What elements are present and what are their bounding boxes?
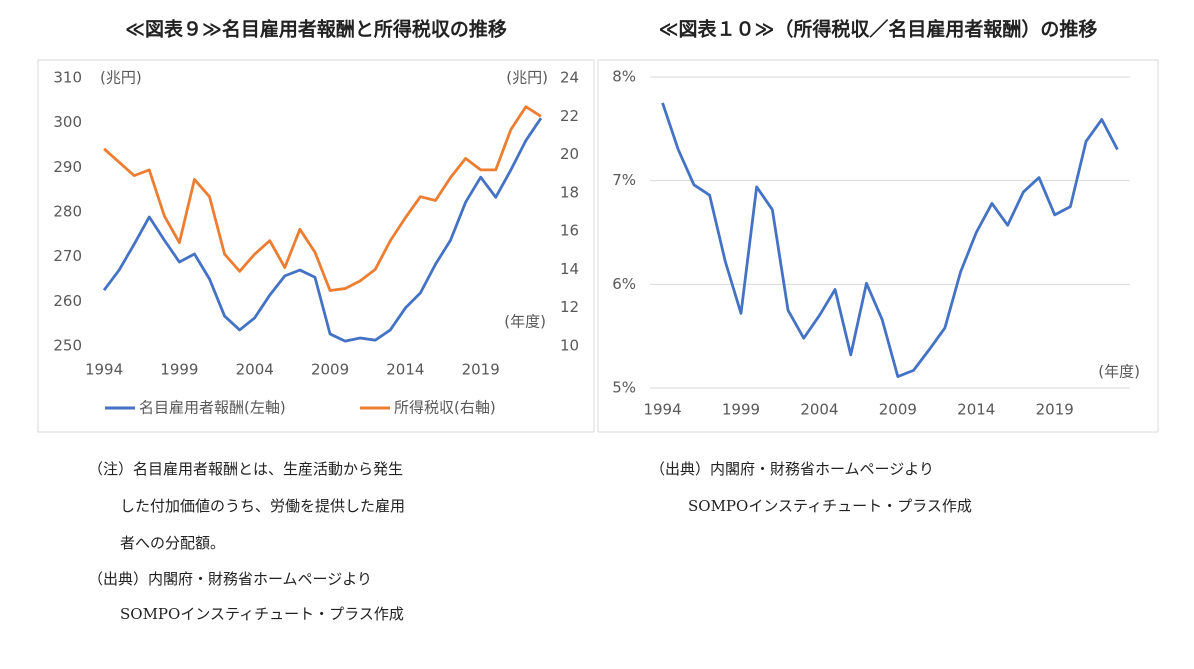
chart-title: ≪図表１０≫（所得税収／名目雇用者報酬）の推移 (659, 18, 1098, 41)
note-line: SOMPOインスティチュート・プラス作成 (120, 605, 404, 623)
y-tick-label: 8% (612, 68, 636, 86)
note-line: 者への分配額。 (120, 534, 225, 552)
data-line (661, 102, 1119, 378)
x-axis-unit: (年度) (1098, 363, 1140, 381)
legend-label: 名目雇用者報酬(左軸) (139, 399, 286, 417)
y2-tick-label: 18 (560, 183, 579, 201)
x-tick-label: 1999 (160, 361, 198, 379)
y-tick-label: 300 (53, 113, 82, 131)
x-tick-label: 2004 (800, 401, 838, 419)
note-line: （出典）内閣府・財務省ホームページより (88, 570, 372, 588)
note-line: SOMPOインスティチュート・プラス作成 (688, 497, 972, 515)
y2-tick-label: 10 (560, 337, 579, 355)
y-tick-label: 7% (612, 171, 636, 189)
x-tick-label: 2014 (386, 361, 424, 379)
chart-frame (37, 59, 595, 433)
y-tick-label: 290 (53, 158, 82, 176)
y2-tick-label: 24 (560, 69, 579, 87)
y2-tick-label: 22 (560, 107, 579, 125)
x-tick-label: 2004 (236, 361, 274, 379)
y-tick-label: 270 (53, 247, 82, 265)
y-tick-label: 5% (612, 379, 636, 397)
y2-tick-label: 20 (560, 145, 579, 163)
x-tick-label: 1999 (722, 401, 760, 419)
y2-tick-label: 16 (560, 222, 579, 240)
y2-tick-label: 14 (560, 260, 579, 278)
x-tick-label: 2019 (1036, 401, 1074, 419)
y-tick-label: 250 (53, 337, 82, 355)
x-tick-label: 2009 (311, 361, 349, 379)
x-tick-label: 2009 (879, 401, 917, 419)
x-tick-label: 1994 (85, 361, 123, 379)
y-tick-label: 310 (53, 69, 82, 87)
x-tick-label: 2019 (462, 361, 500, 379)
y-axis-unit: (兆円) (100, 69, 142, 87)
note-line: （注）名目雇用者報酬とは、生産活動から発生 (88, 460, 403, 478)
x-tick-label: 1994 (643, 401, 681, 419)
legend-label: 所得税収(右軸) (394, 399, 496, 417)
x-tick-label: 2014 (957, 401, 995, 419)
data-line (103, 105, 542, 292)
y-tick-label: 260 (53, 292, 82, 310)
note-line: した付加価値のうち、労働を提供した雇用 (120, 497, 405, 515)
note-line: （出典）内閣府・財務省ホームページより (650, 460, 934, 478)
y-tick-label: 280 (53, 203, 82, 221)
y2-axis-unit: (兆円) (506, 69, 548, 87)
x-axis-unit: (年度) (504, 313, 546, 331)
chart-title: ≪図表９≫名目雇用者報酬と所得税収の推移 (125, 18, 507, 41)
y-tick-label: 6% (612, 275, 636, 293)
chart-frame (597, 59, 1159, 433)
y2-tick-label: 12 (560, 298, 579, 316)
data-line (102, 117, 543, 343)
